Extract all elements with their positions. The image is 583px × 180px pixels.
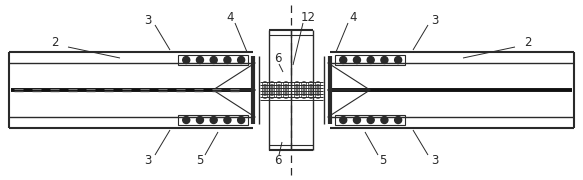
Text: 3: 3 bbox=[145, 154, 152, 166]
Circle shape bbox=[395, 57, 402, 64]
Circle shape bbox=[196, 116, 203, 123]
Bar bbox=[178, 115, 248, 125]
Text: 3: 3 bbox=[431, 14, 438, 26]
Bar bbox=[335, 55, 405, 65]
Bar bbox=[178, 55, 248, 65]
Text: 4: 4 bbox=[349, 10, 357, 24]
Circle shape bbox=[196, 57, 203, 64]
Circle shape bbox=[238, 116, 245, 123]
Circle shape bbox=[381, 57, 388, 64]
Circle shape bbox=[340, 57, 347, 64]
Circle shape bbox=[238, 57, 245, 64]
Text: 5: 5 bbox=[196, 154, 203, 166]
Text: 4: 4 bbox=[226, 10, 234, 24]
Text: 6: 6 bbox=[274, 154, 282, 166]
Text: 2: 2 bbox=[51, 35, 59, 48]
Circle shape bbox=[210, 57, 217, 64]
Bar bbox=[335, 115, 405, 125]
Circle shape bbox=[395, 116, 402, 123]
Text: 12: 12 bbox=[300, 10, 315, 24]
Text: 3: 3 bbox=[145, 14, 152, 26]
Circle shape bbox=[353, 57, 360, 64]
Circle shape bbox=[367, 57, 374, 64]
Circle shape bbox=[182, 57, 189, 64]
Text: 2: 2 bbox=[524, 35, 532, 48]
Circle shape bbox=[340, 116, 347, 123]
Circle shape bbox=[224, 116, 231, 123]
Text: 3: 3 bbox=[431, 154, 438, 166]
Circle shape bbox=[353, 116, 360, 123]
Text: 6: 6 bbox=[274, 51, 282, 64]
Circle shape bbox=[182, 116, 189, 123]
Circle shape bbox=[367, 116, 374, 123]
Circle shape bbox=[381, 116, 388, 123]
Circle shape bbox=[210, 116, 217, 123]
Text: 5: 5 bbox=[380, 154, 387, 166]
Circle shape bbox=[224, 57, 231, 64]
